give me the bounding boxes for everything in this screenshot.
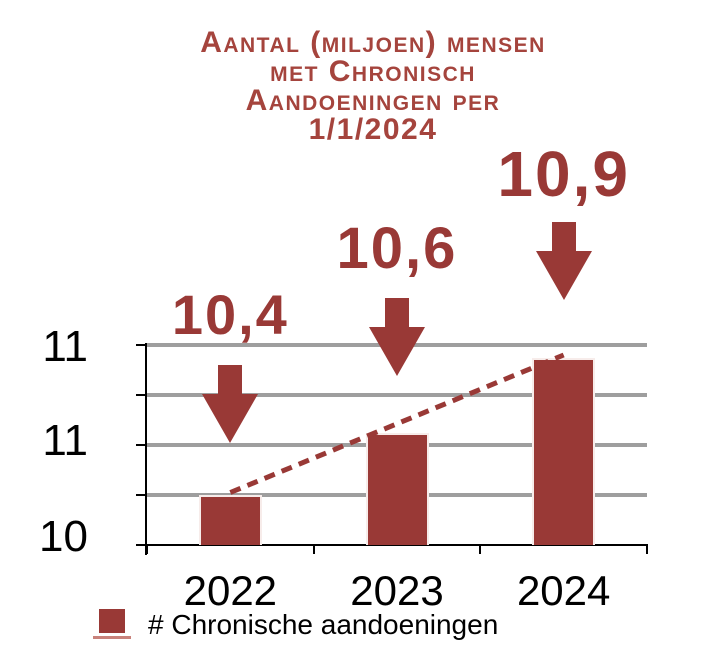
x-axis-category-label: 2023 xyxy=(350,567,444,614)
legend-swatch-underline xyxy=(93,636,131,639)
x-axis-line xyxy=(145,544,648,546)
data-label: 10,6 xyxy=(336,216,458,281)
bar xyxy=(365,432,429,545)
chart-title-line-3: Aandoeningen per xyxy=(245,84,501,117)
chart-title-line-1: Aantal (miljoen) mensen xyxy=(200,26,546,59)
down-arrow-icon xyxy=(202,365,259,443)
y-axis-tick xyxy=(136,344,145,346)
x-axis-tick xyxy=(646,546,648,554)
y-axis-tick xyxy=(136,394,145,396)
x-axis-category-label: 2022 xyxy=(183,567,278,614)
x-axis-tick xyxy=(479,546,482,554)
x-axis-category-label: 2024 xyxy=(516,567,611,614)
legend-swatch-wrap xyxy=(93,604,131,639)
legend-label: # Chronische aandoeningen xyxy=(148,609,499,640)
legend: # Chronische aandoeningen xyxy=(93,604,498,639)
x-axis-tick xyxy=(312,546,315,554)
legend-swatch-icon xyxy=(99,609,125,633)
y-axis-tick xyxy=(136,444,145,446)
y-axis-tick xyxy=(136,544,145,546)
data-label: 10,4 xyxy=(171,283,289,346)
bar xyxy=(198,495,262,545)
bar xyxy=(532,357,596,545)
chart-title: Aantal (miljoen) mensen met Chronisch Aa… xyxy=(30,26,716,146)
down-arrow-icon xyxy=(369,298,425,376)
y-axis-line xyxy=(145,343,147,555)
y-axis-tick-label: 10 xyxy=(39,512,88,561)
y-axis-tick-label: 11 xyxy=(42,322,88,371)
data-label: 10,9 xyxy=(497,138,630,210)
chart-title-line-4: 1/1/2024 xyxy=(308,113,438,146)
chart-title-line-2: met Chronisch xyxy=(270,55,476,88)
y-axis-tick xyxy=(136,494,145,496)
x-axis-tick xyxy=(146,546,148,554)
down-arrow-icon xyxy=(535,222,592,300)
y-axis-tick-label: 11 xyxy=(42,416,88,465)
